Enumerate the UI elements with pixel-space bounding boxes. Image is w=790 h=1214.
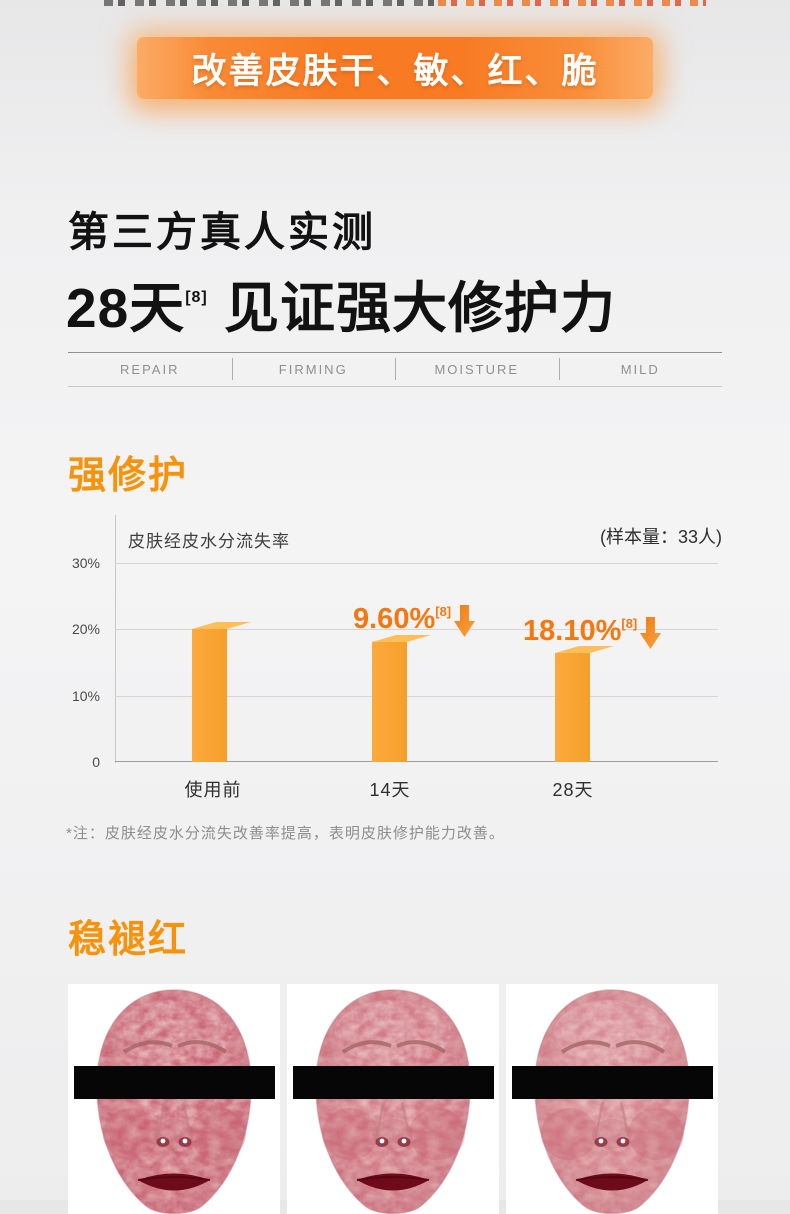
x-axis-line	[115, 761, 718, 762]
chart-footnote: *注：皮肤经皮水分流失改善率提高，表明皮肤修护能力改善。	[66, 825, 505, 842]
section-title-redness: 稳褪红	[68, 919, 189, 961]
y-tick-label: 30%	[71, 554, 100, 571]
censor-bar	[512, 1066, 713, 1099]
feature-strip-label: MOISTURE	[434, 362, 520, 377]
chart-title: 皮肤经皮水分流失率	[128, 532, 290, 551]
censor-bar	[293, 1066, 494, 1099]
gridline-20	[115, 629, 718, 631]
headline-line1: 第三方真人实测	[68, 209, 376, 255]
y-tick-label: 20%	[71, 621, 100, 638]
x-category-label: 28天	[552, 780, 594, 800]
down-arrow-icon	[454, 605, 476, 637]
bar-top	[372, 635, 431, 642]
clipped-top-text-orange	[438, 0, 706, 6]
annotation-value: 18.10%	[523, 615, 622, 647]
gridline-30	[115, 562, 718, 564]
bar-front	[192, 629, 227, 762]
chart-plot: 30% 20% 10% 0 使用前 14天 28天 9.60% [8] 18.10% [8]	[72, 515, 718, 800]
bar-front	[372, 642, 407, 762]
headline-footnote-marker: [8]	[185, 288, 208, 306]
bar-top	[555, 646, 614, 653]
feature-strip-cell-mild: MILD	[558, 353, 723, 386]
bar-front	[555, 653, 590, 762]
feature-strip: REPAIR FIRMING MOISTURE MILD	[68, 352, 722, 387]
feature-strip-label: FIRMING	[278, 362, 348, 377]
gridline-10	[115, 695, 718, 697]
annotation-value: 9.60%	[353, 603, 436, 635]
censor-bar	[74, 1066, 275, 1099]
section-title-repair: 强修护	[68, 455, 189, 497]
y-axis-line	[115, 515, 116, 763]
down-arrow-icon	[640, 617, 662, 649]
face-photo-1	[68, 984, 280, 1214]
bar-1	[192, 622, 251, 762]
headline-rest: 见证强大修护力	[207, 277, 617, 339]
annotation-28天: 18.10% [8]	[523, 615, 662, 649]
bar-top	[192, 622, 251, 629]
clipped-top-text-dark	[104, 0, 434, 6]
annotation-14天: 9.60% [8]	[353, 603, 476, 637]
headline-line2: 28天[8] 见证强大修护力	[66, 263, 616, 343]
feature-strip-cell-moisture: MOISTURE	[395, 353, 559, 386]
face-photo-3	[506, 984, 718, 1214]
feature-strip-label: MILD	[620, 362, 660, 377]
x-category-label: 14天	[369, 780, 411, 800]
y-tick-label: 10%	[71, 687, 100, 704]
feature-strip-label: REPAIR	[120, 362, 180, 377]
bar-3	[555, 646, 614, 762]
face-photo-2	[287, 984, 499, 1214]
annotation-footnote-marker: [8]	[621, 616, 638, 631]
bar-2	[372, 635, 431, 762]
feature-strip-cell-repair: REPAIR	[68, 353, 232, 386]
x-category-label: 使用前	[184, 780, 242, 800]
annotation-footnote-marker: [8]	[435, 604, 452, 619]
face-photo-row	[68, 984, 718, 1214]
benefit-banner-text: 改善皮肤干、敏、红、脆	[191, 51, 599, 91]
y-tick-label: 0	[92, 754, 100, 770]
benefit-banner: 改善皮肤干、敏、红、脆	[137, 37, 653, 99]
chart-sample-size: (样本量：33人)	[599, 527, 722, 547]
headline-days: 28天	[66, 277, 186, 339]
feature-strip-cell-firming: FIRMING	[231, 353, 396, 386]
